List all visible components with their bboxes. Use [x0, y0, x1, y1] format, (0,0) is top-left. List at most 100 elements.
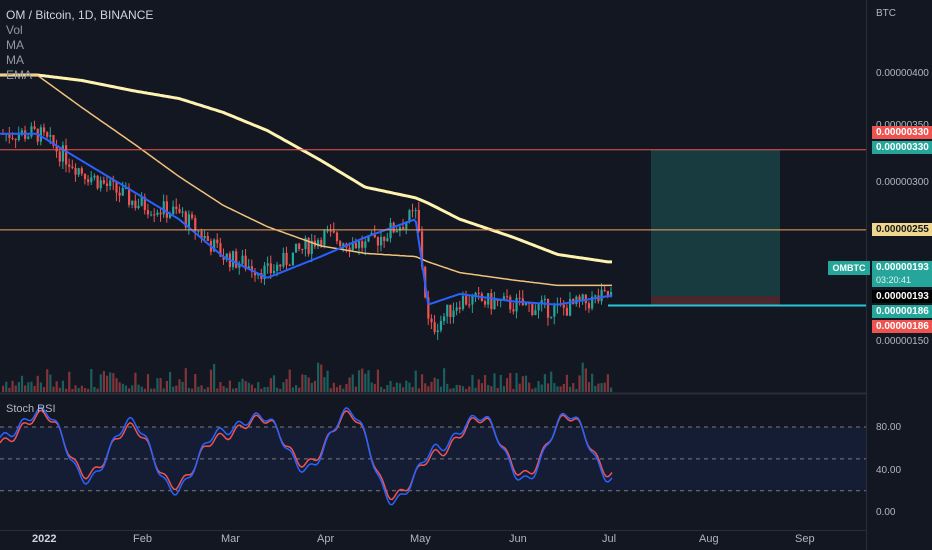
candle-body	[587, 303, 591, 309]
volume-bar	[367, 370, 370, 392]
candle-body	[465, 296, 468, 305]
volume-bar	[301, 374, 304, 392]
volume-bar	[433, 377, 436, 392]
volume-bar	[187, 387, 191, 392]
volume-bar	[414, 370, 417, 392]
long-position-target-zone[interactable]	[651, 149, 780, 297]
candle-body	[254, 271, 257, 276]
volume-bar	[128, 388, 131, 392]
month-feb: Feb	[133, 533, 152, 545]
volume-bar	[471, 374, 474, 392]
volume-bar	[168, 371, 172, 392]
legend-ema[interactable]: EMA	[6, 68, 33, 82]
candle-body	[225, 253, 228, 260]
candle-body	[8, 133, 11, 138]
candle-body	[172, 206, 175, 215]
legend-vol[interactable]: Vol	[6, 23, 23, 37]
price-tick-400: 0.00000400	[876, 68, 929, 79]
volume-bar	[600, 383, 603, 392]
volume-bar	[354, 386, 357, 392]
candle-body	[49, 135, 52, 137]
volume-bar	[58, 387, 61, 392]
volume-bar	[584, 368, 587, 392]
horizontal-levels[interactable]	[0, 149, 866, 307]
month-jul: Jul	[602, 533, 617, 545]
volume-bar	[282, 382, 285, 392]
candle-body	[609, 292, 613, 297]
candle-body	[279, 264, 282, 267]
volume-bar	[546, 383, 550, 392]
volume-bar	[184, 368, 187, 392]
candle-body	[102, 180, 105, 184]
candle-body	[594, 295, 597, 297]
volume-bar	[260, 388, 263, 392]
volume-bar	[8, 387, 11, 392]
candle-body	[606, 290, 609, 297]
candle-body	[411, 210, 414, 212]
candle-body	[162, 201, 165, 215]
volume-bar	[329, 388, 332, 392]
volume-bar	[200, 385, 203, 392]
candle-body	[301, 248, 304, 250]
candle-body	[288, 264, 291, 266]
volume-bar	[159, 378, 162, 392]
candle-body	[118, 192, 121, 196]
volume-bar	[417, 388, 420, 392]
volume-bar	[436, 379, 439, 392]
candle-body	[17, 134, 20, 140]
volume-bar	[461, 386, 465, 392]
candle-body	[458, 307, 461, 309]
symbol-title[interactable]: OM / Bitcoin, 1D, BINANCE	[6, 8, 154, 22]
candle-body	[77, 168, 80, 175]
volume-bar	[534, 387, 537, 392]
volume-bar	[238, 381, 241, 392]
candle-body	[238, 263, 241, 268]
resistance-price-badge-teal: 0.00000330	[872, 141, 932, 154]
volume-bar	[219, 381, 222, 392]
candle-body	[398, 227, 402, 231]
volume-bar	[90, 368, 93, 392]
legend-ma-1[interactable]: MA	[6, 38, 24, 52]
candle-body	[395, 230, 398, 233]
legend-ma-2[interactable]: MA	[6, 53, 24, 67]
pane-separators	[0, 0, 867, 550]
volume-bar	[115, 378, 118, 392]
volume-bar	[446, 383, 449, 392]
candle-body	[175, 206, 178, 209]
volume-bar	[496, 387, 499, 392]
volume-bar	[17, 382, 20, 392]
candle-body	[307, 238, 310, 254]
volume-bar	[74, 385, 77, 392]
candle-body	[553, 305, 556, 317]
symbol-badge: OMBTC	[828, 261, 870, 275]
candle-body	[150, 214, 153, 216]
candle-body	[449, 304, 452, 318]
current-price-badge: 0.00000193	[872, 290, 932, 303]
stoch-rsi-label[interactable]: Stoch RSI	[6, 403, 56, 415]
candle-body	[496, 299, 499, 302]
volume-bar	[52, 386, 55, 392]
volume-bar	[222, 386, 225, 392]
volume-bar	[487, 384, 490, 392]
candle-body	[427, 297, 430, 319]
candle-body	[461, 296, 465, 309]
candle-body	[534, 310, 537, 316]
volume-bar	[452, 388, 455, 392]
candle-body	[137, 205, 140, 209]
candle-body	[446, 304, 449, 317]
candle-body	[80, 168, 83, 174]
volume-bar	[203, 388, 206, 392]
long-position-stop-zone[interactable]	[651, 296, 780, 306]
volume-bar	[493, 373, 496, 392]
candle-body	[436, 330, 439, 332]
candle-body	[408, 210, 411, 222]
volume-bar	[191, 388, 194, 392]
candle-body	[540, 300, 543, 305]
month-aug: Aug	[699, 533, 719, 545]
volume-bar	[392, 386, 395, 392]
candle-body	[550, 316, 553, 318]
volume-bar	[499, 374, 502, 392]
volume-bar	[477, 379, 480, 392]
ma-slow-line	[0, 74, 612, 287]
